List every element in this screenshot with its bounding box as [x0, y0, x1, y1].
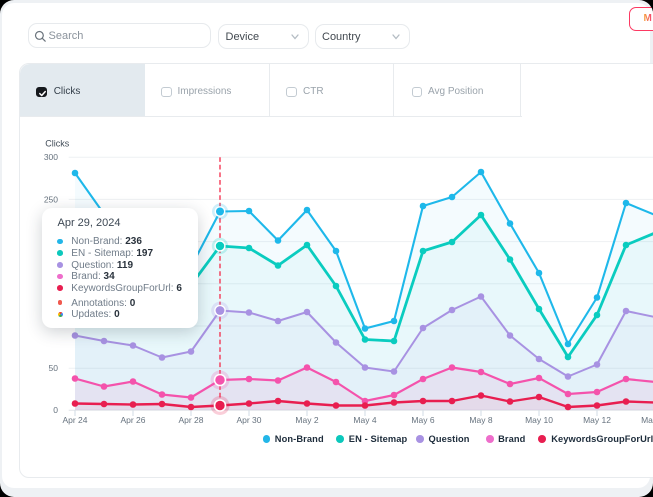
- svg-text:Apr 30: Apr 30: [236, 415, 261, 425]
- svg-text:Apr 26: Apr 26: [120, 415, 145, 425]
- svg-text:May 12: May 12: [583, 415, 611, 425]
- svg-text:50: 50: [49, 363, 59, 373]
- svg-text:Apr 24: Apr 24: [62, 415, 87, 425]
- svg-text:May 10: May 10: [525, 415, 553, 425]
- svg-text:Clicks: Clicks: [45, 139, 69, 149]
- svg-text:May 14: May 14: [641, 415, 653, 425]
- svg-text:300: 300: [44, 152, 58, 162]
- svg-text:May 4: May 4: [353, 415, 376, 425]
- svg-text:May 8: May 8: [469, 415, 492, 425]
- svg-text:May 6: May 6: [411, 415, 434, 425]
- svg-text:0: 0: [53, 405, 58, 415]
- svg-text:250: 250: [44, 194, 58, 204]
- svg-text:May 2: May 2: [295, 415, 318, 425]
- svg-text:Apr 28: Apr 28: [178, 415, 203, 425]
